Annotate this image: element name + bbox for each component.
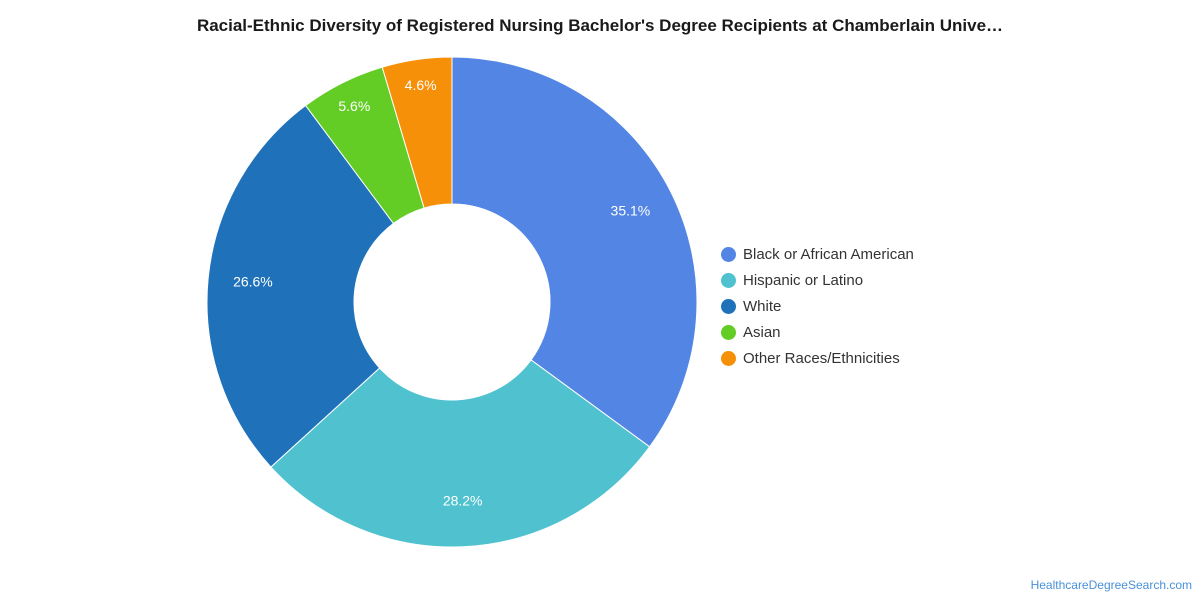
slice-white[interactable]	[206, 104, 395, 468]
slice-label-hispanic-or-latino: 28.2%	[443, 492, 483, 508]
legend-item-hispanic-or-latino[interactable]: Hispanic or Latino	[721, 267, 914, 293]
legend-swatch	[721, 272, 736, 288]
legend-label: White	[743, 297, 782, 315]
slice-label-other-races-ethnicities: 4.6%	[405, 77, 437, 93]
slice-label-white: 26.6%	[233, 274, 273, 290]
legend-label: Hispanic or Latino	[743, 271, 864, 289]
slice-labels-group: 35.1% 28.2% 26.6% 5.6% 4.6%	[233, 77, 650, 508]
chart-legend: Black or African American Hispanic or Lat…	[721, 241, 914, 371]
legend-swatch	[721, 246, 736, 262]
slice-other-races-ethnicities[interactable]	[381, 56, 453, 209]
slice-label-black-or-african-american: 35.1%	[611, 202, 651, 218]
legend-label: Other Races/Ethnicities	[743, 349, 900, 367]
slice-black-or-african-american[interactable]	[451, 56, 698, 448]
legend-swatch	[721, 324, 736, 340]
chart-title: Racial-Ethnic Diversity of Registered Nu…	[196, 16, 1004, 35]
slice-label-asian: 5.6%	[338, 98, 370, 114]
legend-swatch	[721, 350, 736, 366]
legend-item-asian[interactable]: Asian	[721, 319, 914, 345]
source-link[interactable]: HealthcareDegreeSearch.com	[1030, 578, 1192, 592]
legend-label: Black or African American	[743, 245, 914, 263]
legend-label: Asian	[743, 323, 781, 341]
legend-item-black-or-african-american[interactable]: Black or African American	[721, 241, 914, 267]
legend-item-other-races-ethnicities[interactable]: Other Races/Ethnicities	[721, 345, 914, 371]
slice-hispanic-or-latino[interactable]	[270, 359, 651, 548]
slices-group	[206, 56, 698, 548]
legend-swatch	[721, 298, 736, 314]
legend-item-white[interactable]: White	[721, 293, 914, 319]
